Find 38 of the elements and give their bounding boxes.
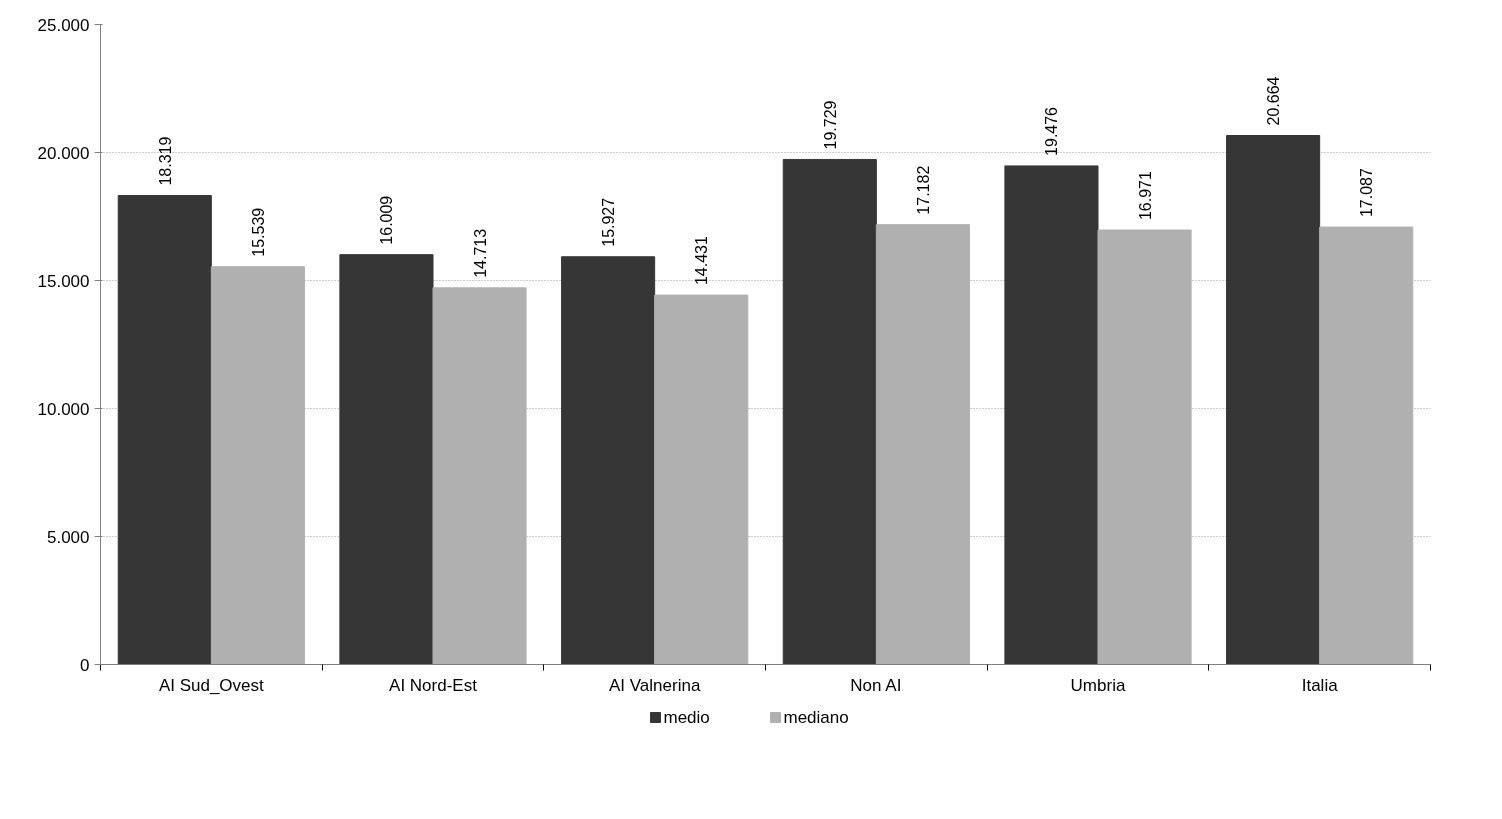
data-label: 20.664 bbox=[1265, 76, 1283, 126]
bar bbox=[1097, 229, 1192, 665]
bar bbox=[432, 287, 527, 665]
x-tick-label: AI Valnerina bbox=[608, 675, 701, 695]
legend-label: medio bbox=[663, 708, 710, 727]
bar bbox=[339, 254, 434, 665]
bar bbox=[1004, 165, 1099, 665]
data-label: 16.009 bbox=[378, 195, 396, 245]
data-label: 15.539 bbox=[249, 207, 267, 257]
bar bbox=[210, 266, 305, 665]
x-tick-label: Non AI bbox=[850, 675, 902, 695]
x-tick-label: AI Nord-Est bbox=[389, 675, 478, 695]
bar bbox=[782, 158, 877, 665]
y-tick-label: 0 bbox=[80, 655, 90, 675]
x-tick-label: Umbria bbox=[1070, 675, 1126, 695]
bar bbox=[117, 195, 212, 665]
bar bbox=[561, 256, 656, 665]
y-tick-label: 25.000 bbox=[37, 15, 90, 35]
data-label: 19.476 bbox=[1043, 106, 1061, 156]
x-tick-label: Italia bbox=[1301, 675, 1339, 695]
x-tick-label: AI Sud_Ovest bbox=[158, 675, 265, 695]
data-label: 17.087 bbox=[1358, 168, 1376, 218]
y-tick-label: 10.000 bbox=[37, 399, 90, 419]
data-label: 14.713 bbox=[471, 228, 489, 278]
bar bbox=[654, 294, 749, 665]
data-label: 15.927 bbox=[600, 197, 618, 247]
bar bbox=[875, 224, 970, 665]
y-tick-label: 15.000 bbox=[37, 271, 90, 291]
data-label: 17.182 bbox=[914, 165, 932, 215]
data-label: 18.319 bbox=[156, 136, 174, 186]
bar bbox=[1319, 226, 1414, 665]
data-label: 19.729 bbox=[821, 100, 839, 150]
bar bbox=[1226, 135, 1321, 665]
y-tick-label: 5.000 bbox=[46, 527, 90, 547]
data-label: 14.431 bbox=[693, 236, 711, 286]
data-label: 16.971 bbox=[1136, 171, 1154, 221]
legend-label: mediano bbox=[783, 708, 849, 727]
y-tick-label: 20.000 bbox=[37, 143, 90, 163]
